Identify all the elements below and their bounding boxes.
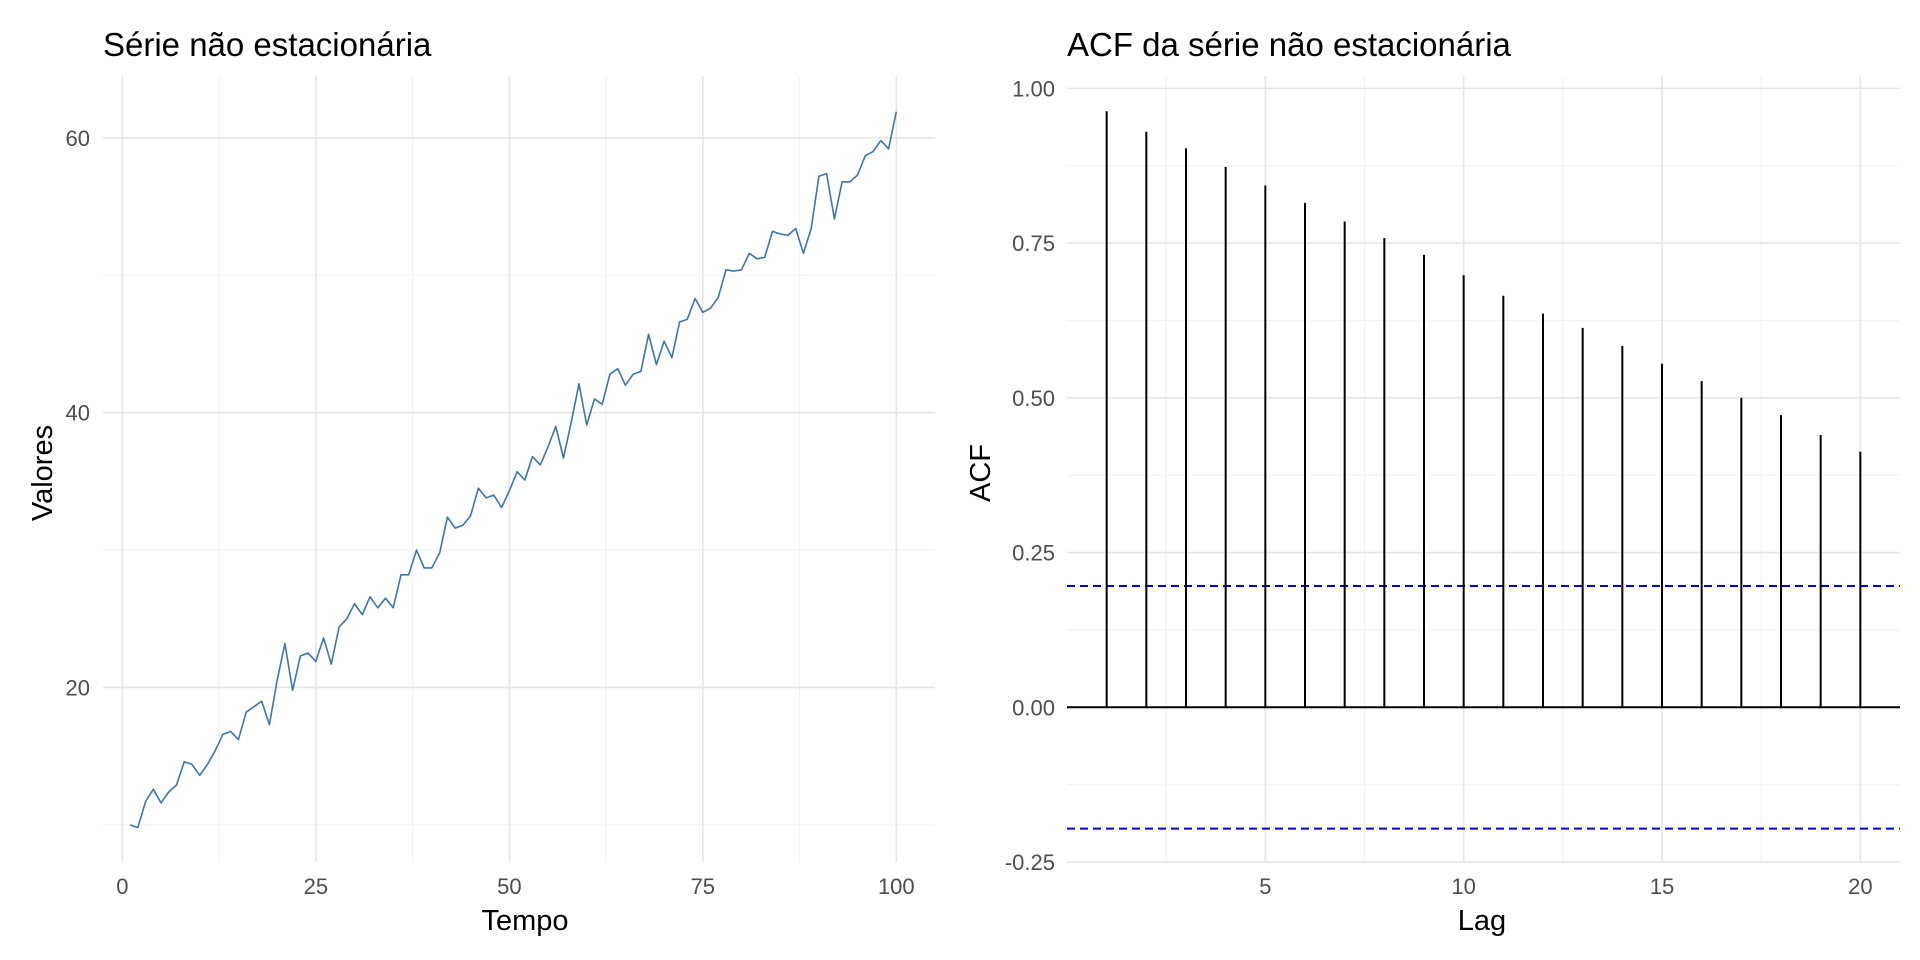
acf-y-tick-label: 0.25 (1012, 541, 1055, 566)
acf-y-axis-title: ACF (965, 444, 997, 502)
timeseries-x-tick-label: 25 (304, 874, 328, 899)
acf-x-axis-title: Lag (1458, 905, 1506, 937)
timeseries-x-tick-label: 75 (691, 874, 715, 899)
acf-x-tick-label: 15 (1650, 874, 1674, 899)
timeseries-line (129, 111, 898, 829)
timeseries-x-tick-label: 0 (116, 874, 128, 899)
timeseries-title: Série não estacionária (103, 26, 432, 63)
acf-y-tick-label: 1.00 (1012, 76, 1055, 101)
acf-x-tick-label: 10 (1451, 874, 1475, 899)
acf-title: ACF da série não estacionária (1067, 26, 1512, 63)
acf-ticks: 5 10 15 20 -0.25 0.00 0.25 0.50 0.75 1.00 (1005, 76, 1873, 899)
acf-y-tick-label: 0.00 (1012, 695, 1055, 720)
timeseries-grid (103, 76, 935, 862)
timeseries-series (129, 111, 898, 829)
timeseries-ticks: 0 25 50 75 100 20 40 60 (66, 126, 915, 899)
acf-panel: 5 10 15 20 -0.25 0.00 0.25 0.50 0.75 1.00 ACF da … (965, 26, 1900, 937)
timeseries-y-axis-title: Valores (27, 425, 59, 521)
timeseries-x-axis-title: Tempo (481, 905, 568, 937)
acf-x-tick-label: 5 (1259, 874, 1271, 899)
acf-y-tick-label: 0.50 (1012, 386, 1055, 411)
acf-y-tick-label: -0.25 (1005, 850, 1055, 875)
timeseries-y-tick-label: 60 (66, 126, 90, 151)
timeseries-x-tick-label: 100 (878, 874, 915, 899)
acf-x-tick-label: 20 (1848, 874, 1872, 899)
timeseries-y-tick-label: 20 (66, 675, 90, 700)
timeseries-y-tick-label: 40 (66, 401, 90, 426)
timeseries-x-tick-label: 50 (497, 874, 521, 899)
acf-y-tick-label: 0.75 (1012, 231, 1055, 256)
acf-grid (1067, 76, 1900, 863)
acf-series (1067, 111, 1900, 830)
